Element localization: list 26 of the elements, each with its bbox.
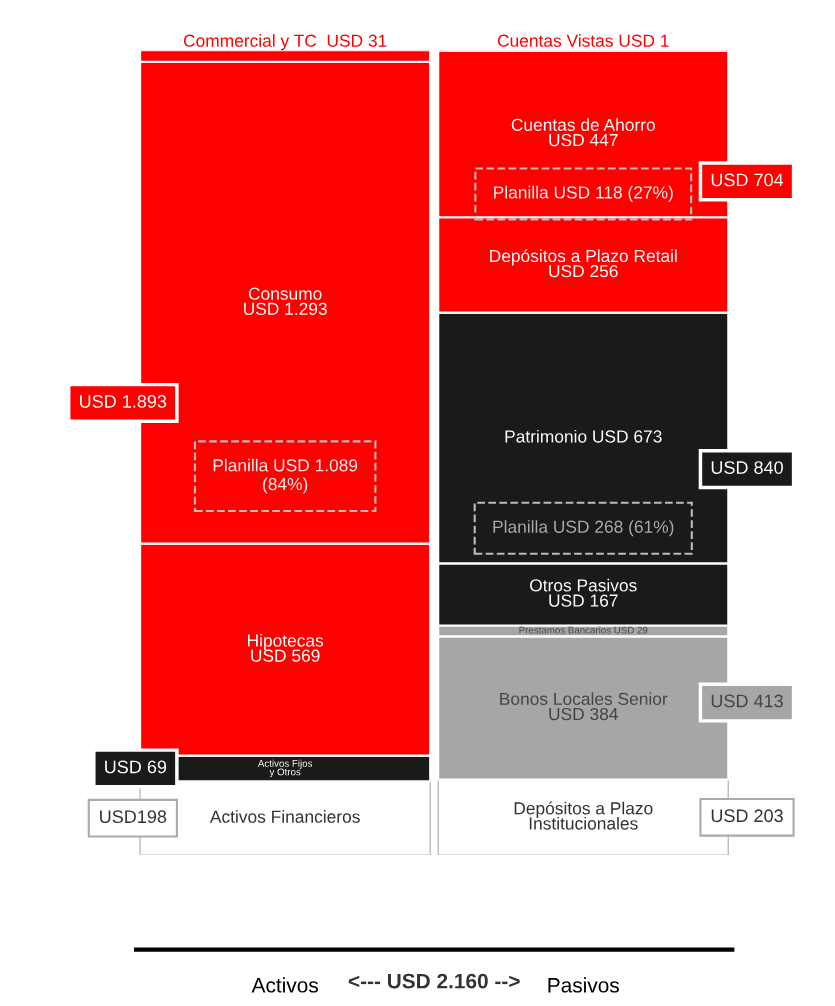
annotation: USD 704 [711,173,784,187]
annotation: Planilla USD 118 (27%) [494,185,673,202]
data-label: Cuentas de Ahorro USD 447 [511,118,655,147]
data-label: Otros Pasivos USD 167 [530,578,637,607]
data-label: Depósitos a Plazo Retail USD 256 [490,249,677,278]
annotation: USD 1.893 [80,395,167,408]
annotation: Planilla USD 1.089 (84%) [213,458,358,494]
annotation: USD 413 [711,694,783,708]
data-label: Bonos Locales Senior USD 384 [500,692,668,721]
data-label: Consumo USD 1.293 [244,287,327,315]
annotation: USD 69 [105,760,167,774]
data-label: Cuentas Vistas USD 1 [497,34,669,47]
data-label: Activos Financieros [209,810,360,823]
x-tick-label: Pasivos [548,977,619,993]
annotation: USD 203 [711,809,783,823]
text: <--- USD 2.160 --> [348,973,520,989]
data-label: Patrimonio USD 673 [505,429,662,443]
data-label: Hipotecas USD 569 [247,633,324,662]
annotation: USD 840 [711,461,783,474]
data-label: Commercial y TC USD 31 [183,34,387,51]
data-label: Prestamos Bancarios USD 29 [519,626,648,634]
data-label: Activos Fijos y Otros [257,759,313,778]
data-label: Depósitos a Plazo Institucionales [514,801,653,830]
annotation: USD198 [100,810,167,824]
x-tick-label: Activos [251,977,318,993]
annotation: Planilla USD 268 (61%) [493,520,674,537]
